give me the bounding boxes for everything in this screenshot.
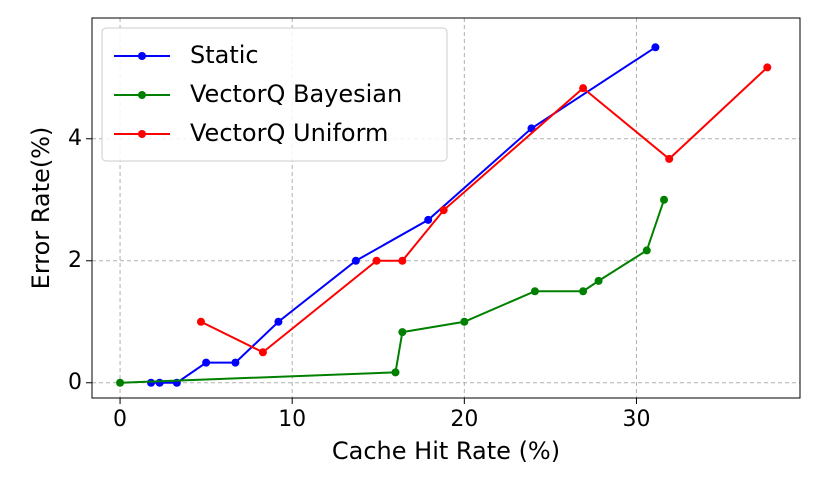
data-point [155,378,164,387]
data-point [391,368,400,377]
data-point [530,287,539,296]
series-line [200,66,768,354]
data-point [147,378,156,387]
data-point [763,63,772,72]
data-point [231,358,240,367]
data-point [642,246,651,255]
data-point [651,43,660,52]
data-point [398,256,407,265]
x-tick-label: 10 [278,407,306,432]
data-point [579,287,588,296]
x-tick-label: 20 [450,407,478,432]
legend-label: VectorQ Uniform [190,119,388,147]
legend-marker [138,52,146,60]
plot-frame [91,17,801,399]
data-point [460,317,469,326]
data-point [202,358,211,367]
x-tick-label: 30 [622,407,650,432]
data-point [665,154,674,163]
legend-label: Static [190,41,259,69]
series-line [151,46,656,384]
y-axis-label: Error Rate(%) [27,127,55,290]
data-point [372,256,381,265]
data-point [116,378,125,387]
data-point [258,348,267,357]
legend-marker [138,130,146,138]
data-point [351,256,360,265]
data-point [579,84,588,93]
data-point [660,195,669,204]
data-point [439,206,448,215]
y-tick-label: 2 [68,248,82,273]
legend-label: VectorQ Bayesian [190,80,402,108]
data-point [196,317,205,326]
legend-marker [138,91,146,99]
y-tick-label: 0 [68,370,82,395]
x-tick-label: 0 [113,407,127,432]
data-point [424,215,433,224]
data-point [594,276,603,285]
legend-box [101,27,448,162]
x-axis-label: Cache Hit Rate (%) [332,437,560,465]
y-tick-label: 4 [68,126,82,151]
data-point [274,317,283,326]
data-point [398,328,407,337]
